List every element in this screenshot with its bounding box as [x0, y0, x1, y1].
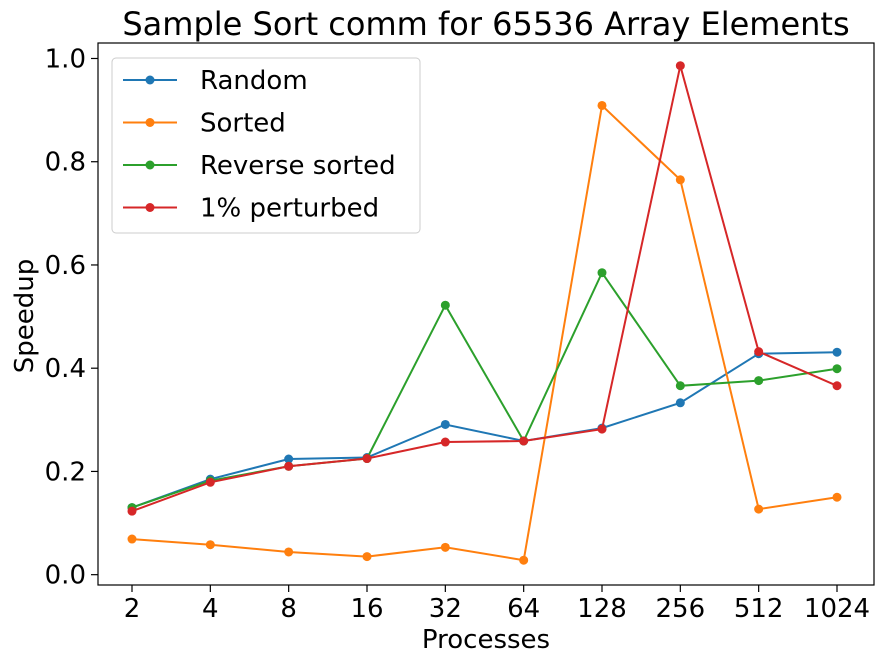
data-point-sorted: [362, 552, 372, 562]
data-point-1-perturbed: [362, 454, 372, 464]
x-tick-label: 64: [507, 594, 540, 624]
data-point-reverse-sorted: [754, 376, 764, 386]
x-tick-label: 2: [124, 594, 141, 624]
legend-marker-1-perturbed: [145, 203, 155, 212]
data-point-random: [440, 419, 450, 429]
x-tick-label: 1024: [804, 594, 870, 624]
data-point-reverse-sorted: [832, 364, 842, 374]
data-point-sorted: [284, 547, 294, 557]
data-point-sorted: [205, 540, 215, 550]
data-point-sorted: [127, 534, 137, 544]
legend-marker-reverse-sorted: [145, 160, 155, 170]
series-line-random: [131, 351, 838, 509]
data-point-sorted: [597, 100, 607, 110]
series-line-sorted: [131, 103, 838, 562]
plot-area: 2 4 8 16 32 64 128 256 512 1024 0.0 0.2 0.4 0.6 0.8 1.0: [45, 42, 875, 624]
y-axis-label: Speedup: [10, 259, 40, 374]
data-point-sorted: [519, 555, 529, 565]
data-point-1-perturbed: [519, 436, 529, 446]
data-point-random: [675, 398, 685, 408]
legend-box: [111, 57, 421, 234]
data-point-1-perturbed: [597, 424, 607, 434]
data-point-1-perturbed: [205, 477, 215, 487]
data-point-1-perturbed: [832, 381, 842, 391]
legend-marker-sorted: [145, 118, 155, 127]
data-point-reverse-sorted: [597, 268, 607, 278]
x-tick-label: 32: [429, 594, 462, 624]
data-point-1-perturbed: [440, 437, 450, 447]
x-tick-label: 4: [202, 594, 219, 624]
plot-frame: [97, 42, 875, 586]
data-point-reverse-sorted: [440, 300, 450, 310]
legend: Random Sorted Reverse sorted 1% perturbed: [111, 57, 421, 234]
data-point-sorted: [440, 542, 450, 552]
legend-marker-random: [145, 75, 155, 85]
y-tick-label: 0.6: [45, 251, 86, 281]
data-point-sorted: [832, 492, 842, 502]
series-line-1-perturbed: [131, 65, 838, 513]
data-point-sorted: [675, 175, 685, 185]
x-tick-label: 16: [350, 594, 383, 624]
y-tick-label: 0.4: [45, 354, 86, 384]
data-point-1-perturbed: [284, 461, 294, 471]
data-point-sorted: [754, 504, 764, 514]
legend-label-random: Random: [200, 66, 308, 96]
x-tick-label: 512: [734, 594, 784, 624]
y-tick-label: 0.2: [45, 457, 86, 487]
data-point-1-perturbed: [754, 347, 764, 357]
x-tick-label: 256: [656, 594, 706, 624]
legend-label-sorted: Sorted: [200, 109, 286, 139]
data-point-random: [284, 454, 294, 464]
x-tick-label: 128: [577, 594, 627, 624]
chart-title: Sample Sort comm for 65536 Array Element…: [122, 5, 849, 43]
x-tick-label: 8: [280, 594, 297, 624]
legend-label-reverse-sorted: Reverse sorted: [200, 151, 396, 181]
legend-label-1-perturbed: 1% perturbed: [200, 194, 379, 224]
data-point-random: [832, 347, 842, 357]
data-point-reverse-sorted: [675, 381, 685, 391]
y-tick-label: 0.8: [45, 148, 86, 178]
data-point-1-perturbed: [675, 61, 685, 71]
x-axis-label: Processes: [422, 625, 550, 655]
data-point-1-perturbed: [127, 506, 137, 516]
y-tick-label: 0.0: [45, 561, 86, 591]
y-tick-label: 1.0: [45, 44, 86, 74]
